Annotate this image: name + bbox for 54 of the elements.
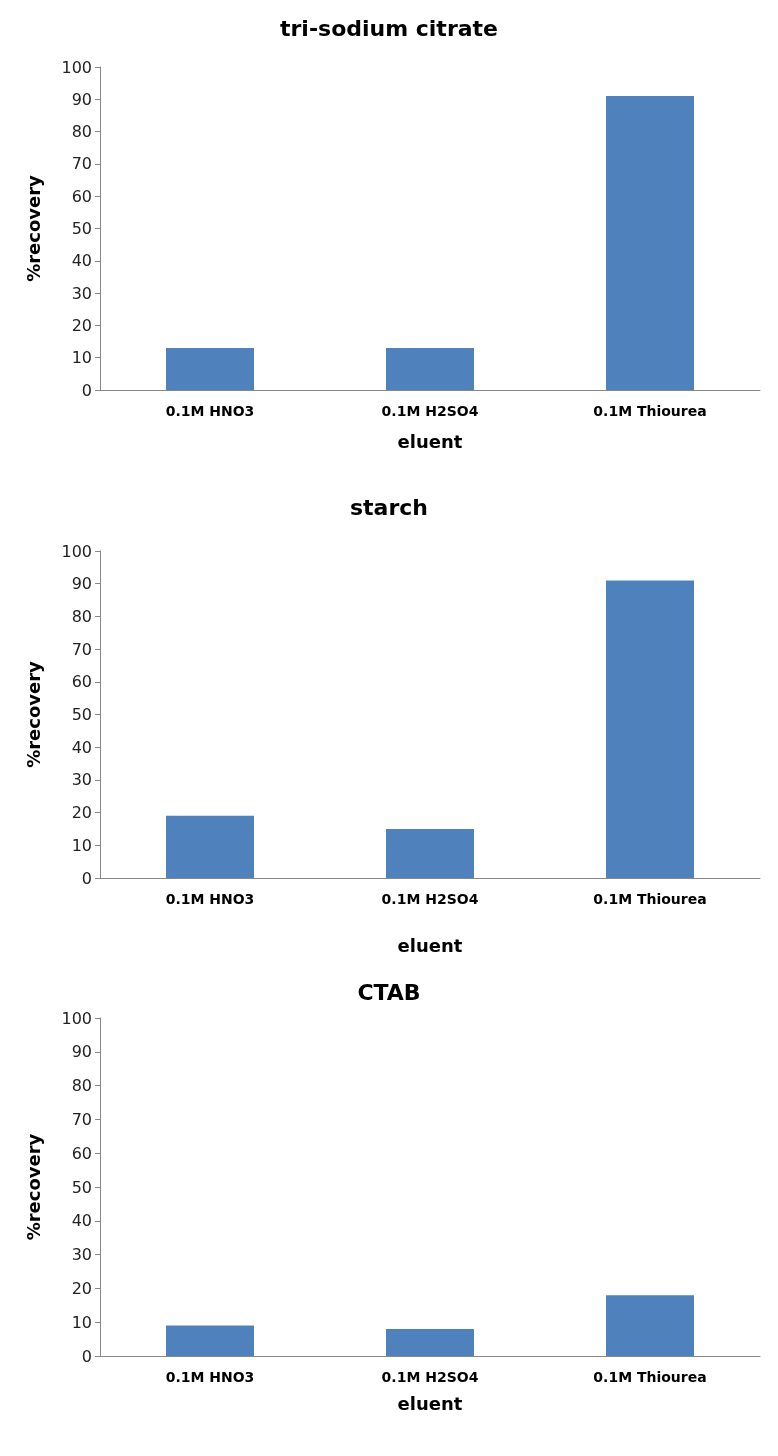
x-axis-title: eluent [397, 430, 463, 452]
y-tick-label: 90 [71, 89, 92, 109]
y-tick-label: 0 [81, 380, 92, 400]
y-tick-label: 100 [61, 541, 92, 561]
y-tick-label: 10 [71, 835, 92, 855]
y-tick-label: 50 [71, 1177, 92, 1197]
y-tick-label: 60 [71, 1143, 92, 1163]
y-tick-label: 50 [71, 219, 92, 238]
y-tick-label: 70 [71, 1109, 92, 1129]
y-tick-label: 40 [71, 251, 92, 271]
y-axis-title: %recovery [22, 660, 44, 768]
y-tick-label: 0 [81, 1346, 92, 1366]
chart-title: starch [349, 494, 429, 520]
y-tick-label: 80 [71, 1076, 92, 1096]
x-tick-label: 0.1M Thiourea [593, 1369, 707, 1385]
x-axis-title: eluent [397, 1392, 463, 1414]
y-tick-label: 20 [71, 1278, 92, 1298]
x-tick-label: 0.1M Thiourea [593, 891, 707, 907]
x-axis-title: eluent [397, 934, 463, 956]
x-tick-label: 0.1M HNO3 [165, 403, 255, 419]
x-tick-label: 0.1M H2SO4 [381, 403, 479, 419]
y-tick-label: 50 [71, 705, 92, 724]
y-tick-label: 60 [71, 186, 92, 206]
y-tick-label: 100 [61, 57, 92, 77]
y-axis-title: %recovery [22, 174, 44, 282]
y-tick-label: 20 [71, 315, 92, 335]
y-tick-label: 40 [71, 1211, 92, 1231]
x-tick-label: 0.1M HNO3 [165, 891, 255, 907]
bar [166, 815, 254, 878]
y-tick-label: 90 [71, 1042, 92, 1062]
y-tick-label: 70 [71, 154, 92, 174]
x-tick-label: 0.1M HNO3 [165, 1369, 255, 1385]
y-tick-label: 90 [71, 574, 92, 594]
y-tick-label: 10 [71, 348, 92, 368]
y-tick-label: 30 [71, 283, 92, 303]
y-tick-label: 20 [71, 803, 92, 823]
x-tick-label: 0.1M Thiourea [593, 403, 707, 419]
y-tick-label: 80 [71, 606, 92, 626]
x-tick-label: 0.1M H2SO4 [381, 1369, 479, 1385]
x-tick-label: 0.1M H2SO4 [381, 891, 479, 907]
y-tick-label: 70 [71, 639, 92, 659]
y-tick-label: 30 [71, 1245, 92, 1265]
y-axis-title: %recovery [22, 1133, 44, 1241]
y-tick-label: 80 [71, 122, 92, 142]
y-tick-label: 40 [71, 737, 92, 757]
bar [606, 580, 694, 878]
y-tick-label: 0 [81, 868, 92, 888]
y-tick-label: 100 [61, 1008, 92, 1028]
y-tick-label: 10 [71, 1312, 92, 1332]
bar [386, 828, 474, 878]
chart-title: tri-sodium citrate [279, 15, 499, 41]
chart-title: CTAB [357, 979, 421, 1005]
y-tick-label: 30 [71, 770, 92, 790]
y-tick-label: 60 [71, 672, 92, 692]
